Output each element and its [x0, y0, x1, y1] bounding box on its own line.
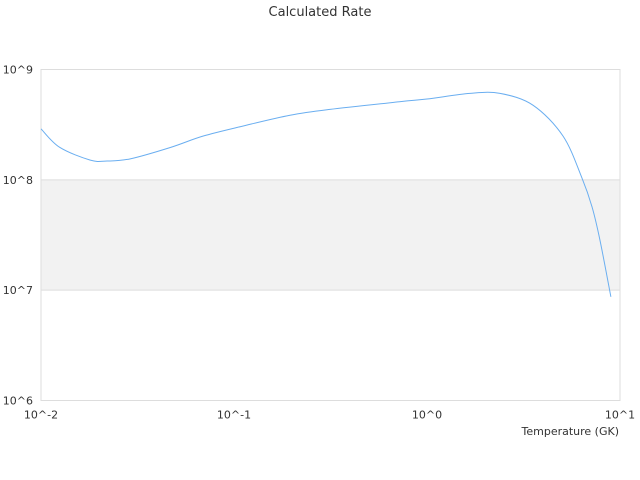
plot-bands	[41, 179, 620, 291]
x-axis-ticks: 10^-2 10^-1 10^0 10^1	[24, 409, 635, 422]
y-tick-label: 10^8	[3, 174, 33, 187]
plot-band	[41, 179, 620, 291]
rate-series-line	[40, 91, 612, 297]
x-tick-label: 10^1	[605, 409, 635, 422]
chart-title: Calculated Rate	[269, 5, 372, 20]
plot-frame	[40, 69, 621, 401]
x-axis-label: Temperature (GK)	[521, 425, 620, 438]
y-tick-label: 10^7	[3, 284, 33, 297]
y-tick-label: 10^9	[3, 64, 33, 77]
y-tick-label: 10^6	[3, 395, 33, 408]
x-tick-label: 10^-2	[24, 409, 58, 422]
y-axis-ticks: 10^6 10^7 10^8 10^9	[3, 64, 33, 408]
series-group	[40, 91, 612, 297]
x-tick-label: 10^0	[412, 409, 442, 422]
x-tick-label: 10^-1	[217, 409, 251, 422]
